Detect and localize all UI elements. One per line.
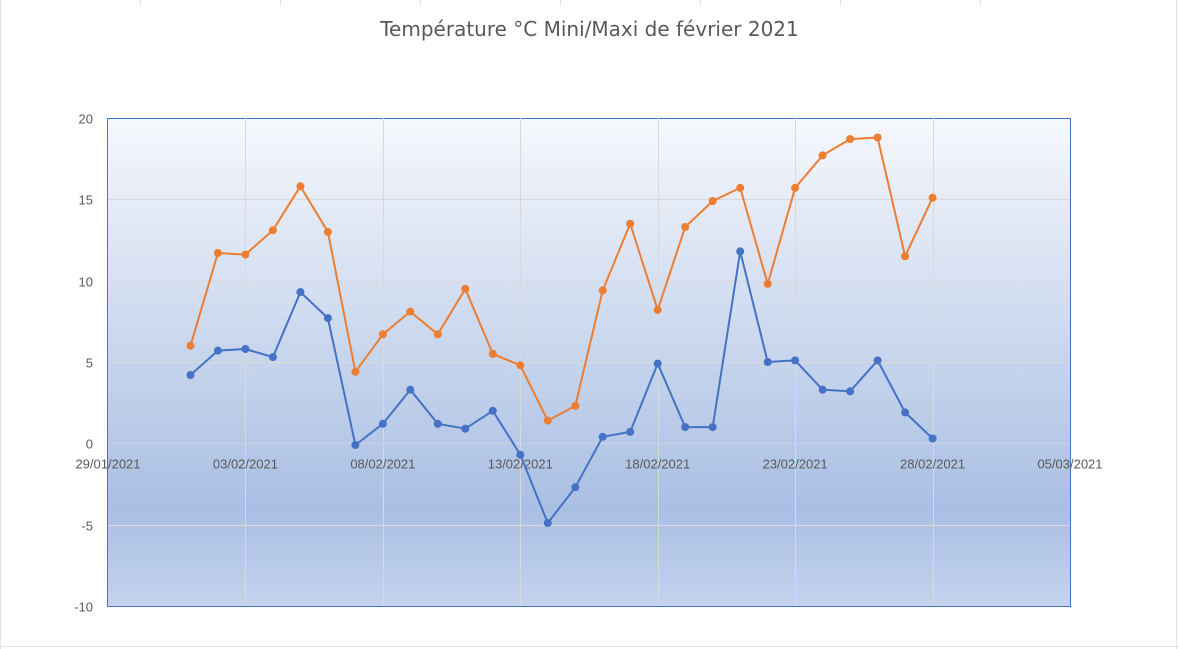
data-point [736,183,745,192]
x-tick-label: 08/02/2021 [350,456,415,471]
data-point [433,419,442,428]
data-point [186,371,195,379]
data-point [241,250,250,259]
data-point [268,226,277,235]
x-tick-label: 28/02/2021 [900,456,965,471]
data-point [901,408,910,417]
data-point [571,401,580,410]
data-point [928,193,937,202]
data-point [213,249,222,257]
y-axis: -10 -5 0 5 10 15 20 [74,112,93,615]
data-point [708,423,717,432]
data-point [351,367,360,376]
data-point [516,361,525,370]
data-point [488,349,497,358]
data-point [543,416,552,425]
x-axis: 29/01/2021 03/02/2021 08/02/2021 13/02/2021… [75,443,1103,471]
y-tick-label: 15 [79,193,93,208]
data-point [433,330,442,339]
data-point [873,356,882,365]
data-point [186,341,195,350]
chart-title: Température °C Mini/Maxi de février 2021 [380,17,799,41]
data-point [213,346,222,355]
data-point [571,483,580,492]
data-point [461,424,470,433]
data-point [791,356,800,365]
y-tick-label: 20 [79,112,93,127]
gridlines [108,118,1070,606]
data-point [708,197,717,205]
data-point [378,419,387,428]
data-point [901,252,910,261]
x-tick-label: 18/02/2021 [625,456,690,471]
data-point [653,305,662,314]
data-point [818,151,827,160]
data-point [846,135,855,144]
x-tick-label: 29/01/2021 [75,456,140,471]
x-tick-label: 03/02/2021 [213,456,278,471]
data-point [378,330,387,339]
data-point [406,385,415,394]
data-point [598,286,607,295]
data-point [598,432,607,441]
series-line-1 [189,136,934,422]
data-point [873,133,882,142]
series-line-2 [189,250,934,524]
data-point [763,358,772,366]
y-tick-label: -10 [74,600,93,615]
x-tick-label: 05/03/2021 [1037,456,1102,471]
data-point [653,359,662,368]
data-point [351,441,360,449]
data-point [681,423,690,432]
data-point [791,183,800,192]
data-point [406,307,415,316]
data-point [461,284,470,293]
y-tick-label: -5 [81,519,93,534]
y-tick-label: 10 [79,275,93,290]
data-point [846,387,855,396]
y-tick-label: 0 [86,437,93,452]
series-group [186,133,937,527]
data-point [626,219,635,228]
x-tick-label: 13/02/2021 [488,456,553,471]
data-point [681,223,690,231]
data-point [818,385,827,394]
data-point [268,353,277,362]
data-point [323,227,332,236]
data-point [736,247,745,256]
data-point [296,182,305,191]
x-tick-label: 23/02/2021 [763,456,828,471]
data-point [626,427,635,436]
data-point [763,279,772,288]
data-point [296,288,305,297]
data-point [323,314,332,323]
data-point [516,450,525,459]
data-point [543,519,552,527]
y-tick-label: 5 [86,356,93,371]
data-point [241,345,250,353]
data-point [928,434,937,443]
data-point [488,406,497,415]
